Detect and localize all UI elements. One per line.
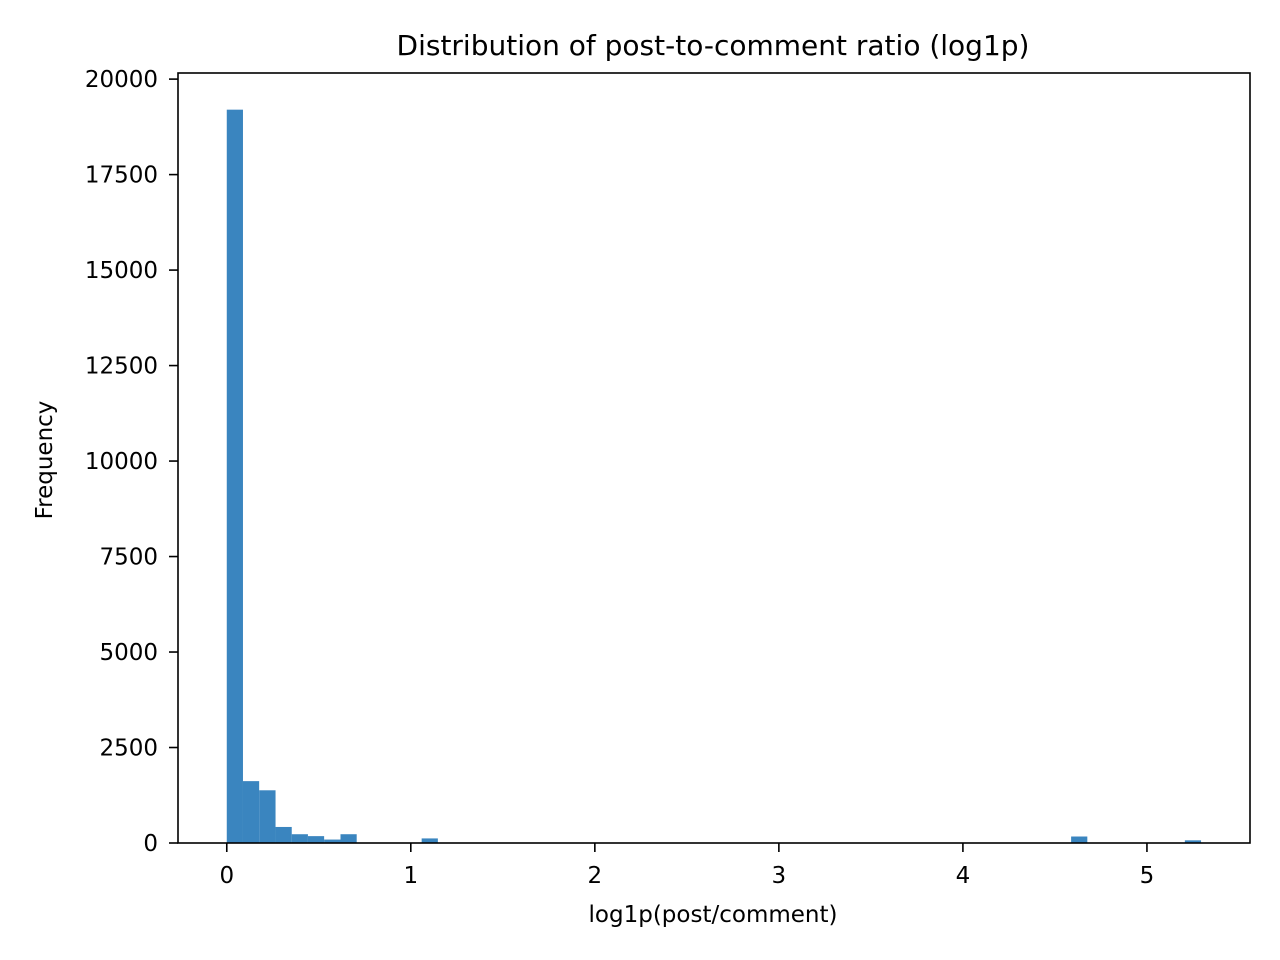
histogram-bar-4 <box>291 834 308 843</box>
x-tick-label-5: 5 <box>1140 863 1155 889</box>
x-tick-label-3: 3 <box>772 863 787 889</box>
y-tick-label-3: 7500 <box>99 545 158 571</box>
y-tick-label-4: 10000 <box>85 449 158 475</box>
histogram-bar-9 <box>1071 836 1088 843</box>
x-tick-label-4: 4 <box>956 863 971 889</box>
y-tick-label-6: 15000 <box>85 258 158 284</box>
histogram-bar-7 <box>340 834 357 843</box>
histogram-bar-5 <box>307 836 325 844</box>
histogram-bar-3 <box>275 826 292 843</box>
x-tick-label-1: 1 <box>403 863 418 889</box>
histogram-bars <box>226 109 1202 844</box>
x-tick-label-2: 2 <box>588 863 603 889</box>
histogram-bar-10 <box>1184 840 1202 843</box>
y-axis-ticks: 0 2500 5000 7500 10000 12500 15000 17500 20000 <box>85 67 178 857</box>
y-tick-label-7: 17500 <box>85 163 158 189</box>
plot-frame <box>177 72 1251 844</box>
histogram-bar-2 <box>259 790 276 843</box>
histogram-bar-8 <box>421 838 438 843</box>
y-tick-label-1: 2500 <box>99 736 158 762</box>
histogram-bar-1 <box>242 781 260 844</box>
x-tick-label-0: 0 <box>219 863 234 889</box>
histogram-bar-0 <box>226 109 243 844</box>
y-axis-label: Frequency <box>32 401 58 520</box>
y-tick-label-0: 0 <box>143 831 158 857</box>
histogram-bar-6 <box>324 839 341 843</box>
x-axis-label: log1p(post/comment) <box>589 902 838 928</box>
chart-title: Distribution of post-to-comment ratio (l… <box>397 29 1030 62</box>
y-tick-label-5: 12500 <box>85 354 158 380</box>
y-tick-label-8: 20000 <box>85 67 158 93</box>
x-axis-ticks: 0 1 2 3 4 5 <box>219 843 1154 889</box>
y-tick-label-2: 5000 <box>99 640 158 666</box>
